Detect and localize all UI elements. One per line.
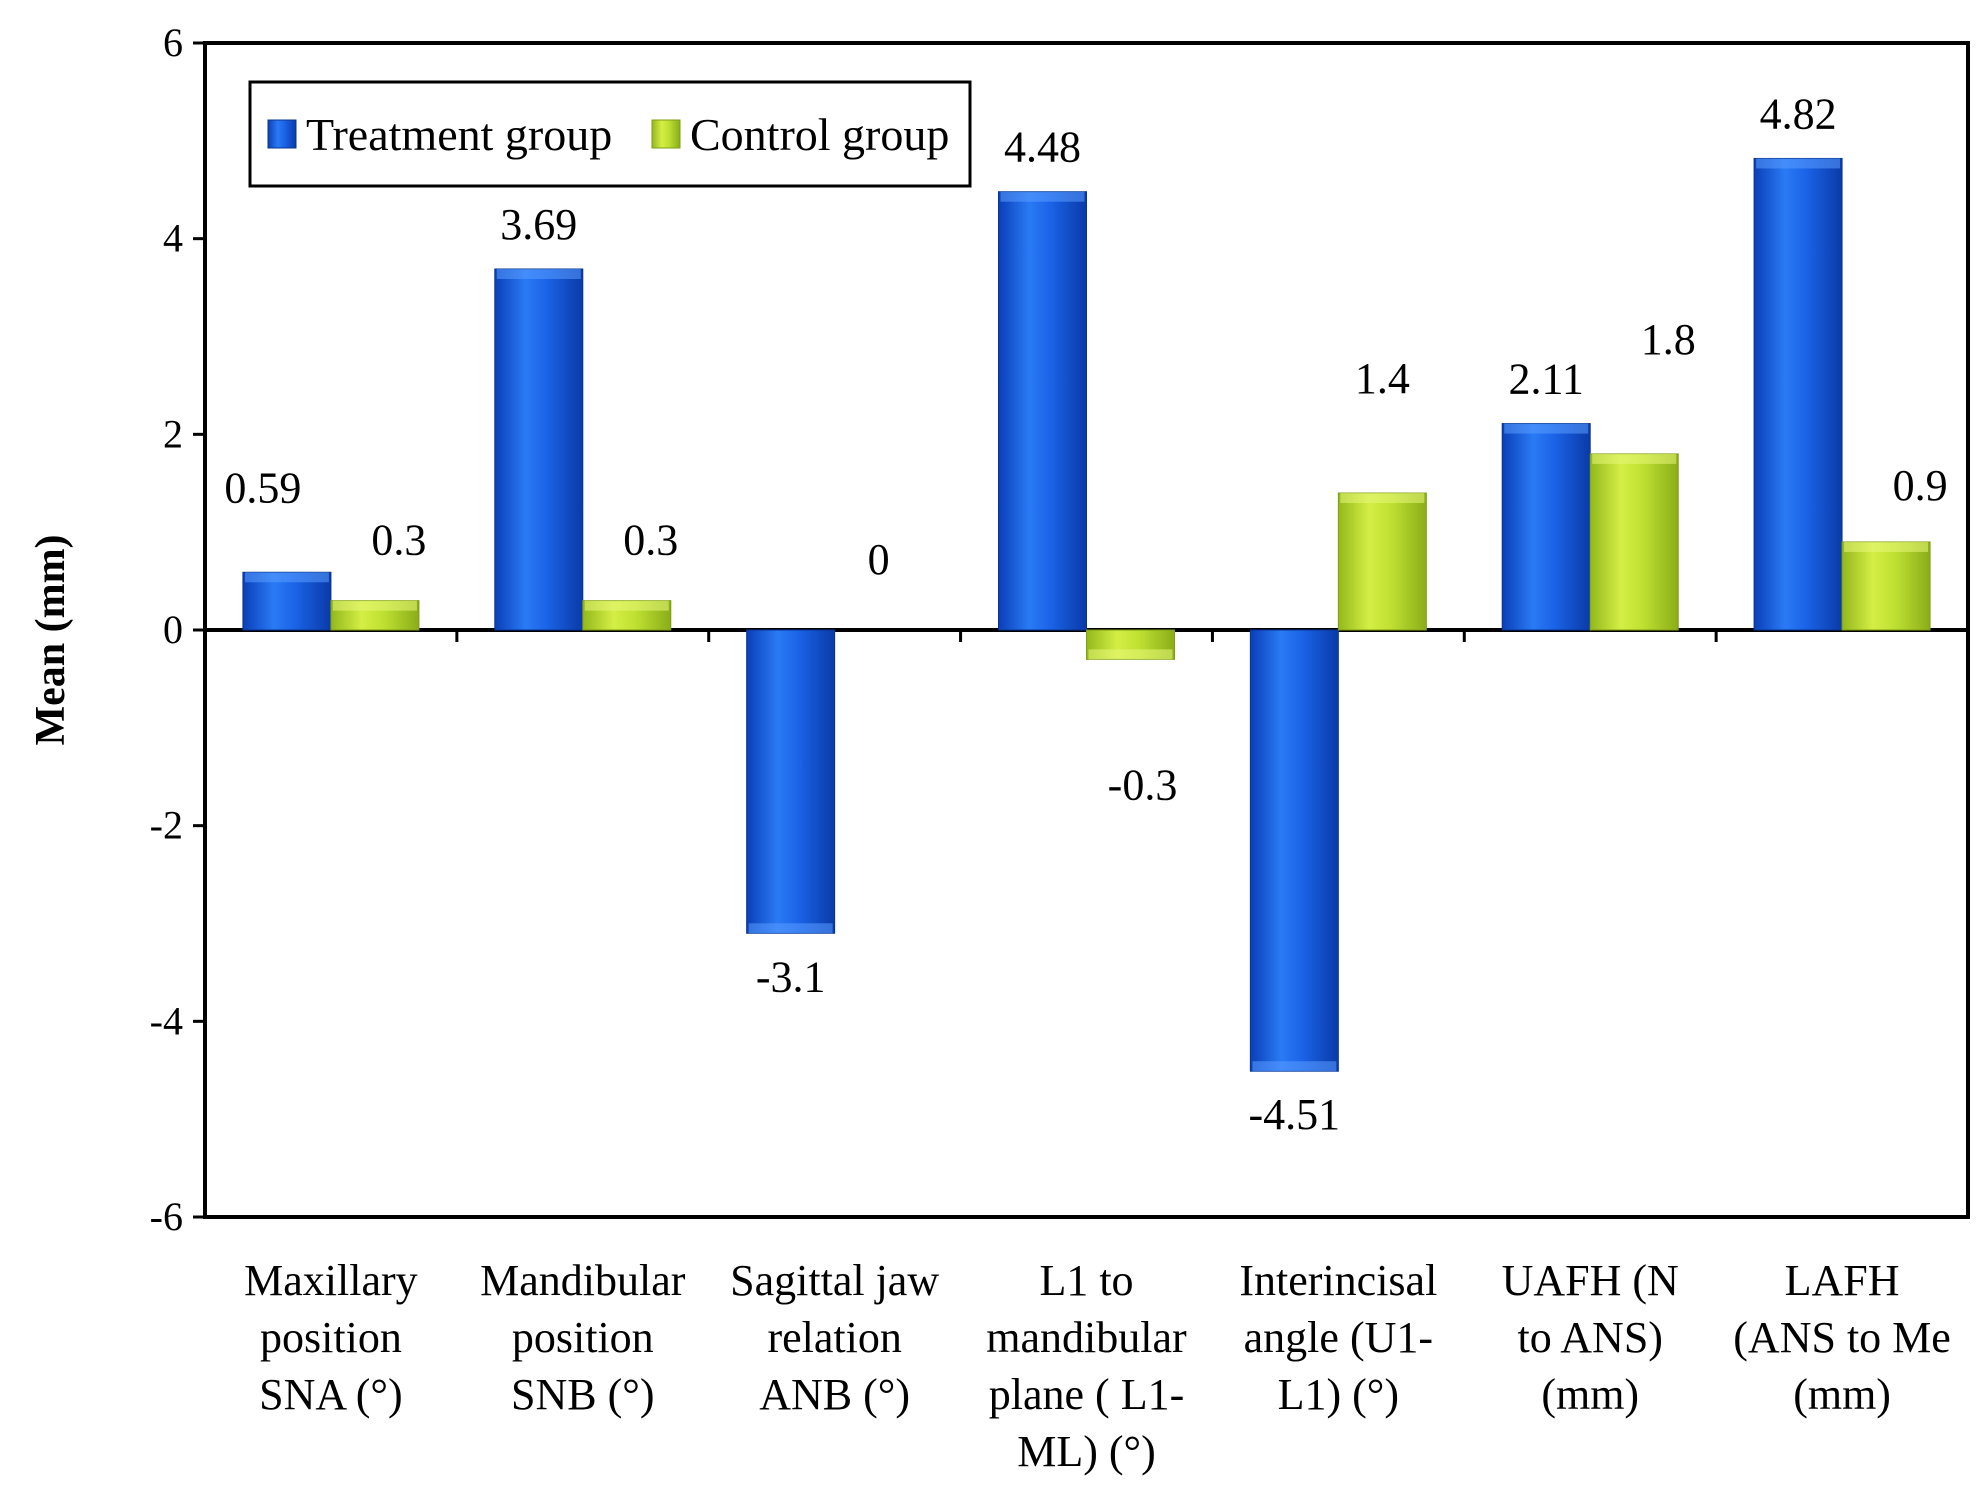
treatment-data-label: 0.59 [224, 463, 301, 512]
x-category-label-line: relation [767, 1313, 901, 1362]
x-category-label-line: (ANS to Me [1733, 1313, 1951, 1362]
y-tick-label: -2 [150, 803, 183, 848]
control-bar [1337, 492, 1427, 631]
control-bar-bevel [1592, 453, 1677, 464]
treatment-bar-bevel [1252, 1061, 1337, 1072]
x-category-label: Mandibular position SNB (°) [480, 1256, 686, 1419]
control-bar [1841, 541, 1931, 631]
treatment-bar-bevel [244, 572, 329, 583]
treatment-data-label: 2.11 [1509, 355, 1584, 404]
x-category-label-line: Interincisal [1239, 1256, 1437, 1305]
x-category-label: Interincisal angle (U1- L1) (°) [1239, 1256, 1437, 1419]
control-bar-bevel [332, 600, 417, 611]
treatment-bar [1249, 629, 1339, 1072]
control-data-label: 1.8 [1641, 315, 1696, 364]
control-data-label: 0 [868, 535, 890, 584]
control-bar-bevel [1088, 649, 1173, 660]
treatment-data-label: 4.48 [1004, 123, 1081, 172]
y-tick-label: 4 [163, 216, 183, 261]
x-category-label-line: L1) (°) [1278, 1370, 1399, 1419]
control-data-label: 0.9 [1893, 461, 1948, 510]
x-category-label-line: SNB (°) [511, 1370, 655, 1419]
treatment-data-label: 3.69 [500, 200, 577, 249]
y-tick-label: -4 [150, 998, 183, 1043]
treatment-bar-bevel [496, 268, 581, 279]
treatment-bar [494, 268, 584, 631]
x-category-label: LAFH (ANS to Me (mm) [1733, 1256, 1951, 1419]
x-category-label-line: to ANS) [1517, 1313, 1662, 1362]
x-category-label-line: position [260, 1313, 402, 1362]
x-category-label-line: (mm) [1793, 1370, 1891, 1419]
control-bar-bevel [1340, 493, 1425, 504]
x-category-label-line: plane ( L1- [989, 1370, 1184, 1419]
legend-label-control: Control group [690, 109, 949, 160]
control-bar-bevel [1844, 541, 1929, 552]
x-category-label-line: L1 to [1039, 1256, 1133, 1305]
x-category-label-line: ANB (°) [759, 1370, 910, 1419]
x-category-label-line: UAFH (N [1502, 1256, 1679, 1305]
y-tick-label: 6 [163, 20, 183, 65]
y-tick-label: 2 [163, 411, 183, 456]
x-category-label-line: ML) (°) [1017, 1427, 1156, 1476]
control-data-label: 0.3 [623, 516, 678, 565]
control-data-label: -0.3 [1108, 760, 1178, 809]
y-tick-label: 0 [163, 607, 183, 652]
treatment-bar-bevel [1504, 423, 1589, 434]
treatment-bar-bevel [1756, 158, 1841, 169]
x-category-label: L1 to mandibular plane ( L1- ML) (°) [986, 1256, 1187, 1476]
legend-swatch-treatment [267, 119, 297, 149]
x-category-label-line: mandibular [986, 1313, 1187, 1362]
x-category-label-line: LAFH [1785, 1256, 1900, 1305]
treatment-bar [1501, 423, 1591, 631]
x-category-label-line: Maxillary [244, 1256, 418, 1305]
x-category-label: UAFH (N to ANS) (mm) [1502, 1256, 1679, 1419]
y-axis-label: Mean (mm) [28, 534, 74, 745]
control-bar-bevel [584, 600, 669, 611]
x-category-label-line: (mm) [1541, 1370, 1639, 1419]
x-category-label-line: position [512, 1313, 654, 1362]
x-category-label-line: Mandibular [480, 1256, 686, 1305]
treatment-bar-bevel [1000, 191, 1085, 202]
treatment-data-label: 4.82 [1760, 89, 1837, 138]
y-tick-label: -6 [150, 1194, 183, 1239]
x-category-label-line: angle (U1- [1244, 1313, 1433, 1362]
x-category-label-line: SNA (°) [259, 1370, 403, 1419]
x-category-label: Sagittal jaw relation ANB (°) [730, 1256, 939, 1419]
control-bar [1589, 453, 1679, 631]
treatment-bar [746, 629, 836, 934]
control-data-label: 0.3 [371, 516, 426, 565]
legend-swatch-control [651, 119, 681, 149]
treatment-bar [998, 191, 1087, 631]
control-data-label: 1.4 [1355, 354, 1410, 403]
treatment-bar [1753, 157, 1843, 631]
treatment-data-label: -4.51 [1249, 1090, 1341, 1139]
treatment-data-label: -3.1 [756, 952, 826, 1001]
legend-label-treatment: Treatment group [306, 109, 612, 160]
legend-box [248, 80, 972, 188]
x-category-label: Maxillary position SNA (°) [244, 1256, 418, 1419]
x-category-label-line: Sagittal jaw [730, 1256, 939, 1305]
treatment-bar-bevel [748, 923, 833, 934]
